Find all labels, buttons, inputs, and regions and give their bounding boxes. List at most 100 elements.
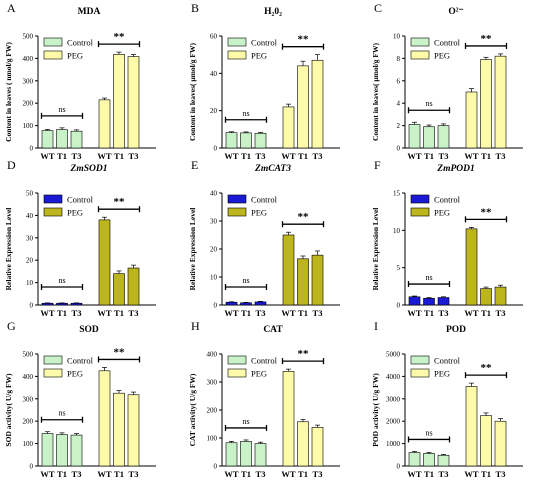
x-tick-label: T1 (481, 308, 491, 318)
bar (282, 371, 295, 467)
panel-letter: C (374, 1, 382, 15)
x-tick-label: T1 (114, 151, 124, 161)
bar (41, 433, 54, 467)
x-tick-label: T3 (72, 469, 82, 479)
x-tick-label: WT (224, 469, 239, 479)
legend-label: PEG (67, 369, 83, 379)
bar (70, 302, 83, 306)
x-tick-label: T1 (424, 469, 434, 479)
x-tick-label: T3 (439, 151, 449, 161)
y-tick-label: 20 (210, 246, 218, 254)
bar (494, 286, 507, 306)
x-tick-label: T3 (129, 469, 139, 479)
legend-label: Control (67, 356, 94, 366)
y-tick-label: 15 (393, 190, 401, 198)
x-tick-label: T1 (298, 151, 308, 161)
x-tick-label: T3 (496, 151, 506, 161)
y-axis-label: Relative Expression Level (188, 208, 197, 291)
legend-label: Control (251, 195, 278, 205)
legend-swatch (43, 368, 63, 378)
legend-label: Control (251, 38, 278, 48)
significance-label-ns: ns (242, 417, 249, 426)
x-tick-label: T3 (72, 308, 82, 318)
bar (225, 132, 238, 149)
legend-label: PEG (67, 208, 83, 218)
legend-swatch (43, 207, 63, 217)
bar (480, 59, 492, 149)
x-tick-label: T3 (129, 151, 139, 161)
y-tick-label: 10 (393, 227, 401, 235)
x-tick-label: WT (224, 151, 239, 161)
bar (113, 273, 125, 306)
legend-swatch (43, 37, 63, 47)
panel-c: C O²⁻ 0 2 4 6 8 10 Content in leaves( μmol/g FW)… (371, 1, 523, 161)
significance-label-ns: ns (425, 99, 432, 108)
y-axis-label: Content in leaves( μmol/g FW) (188, 43, 197, 141)
x-tick-label: T3 (256, 151, 266, 161)
panel-letter: E (191, 158, 198, 172)
x-tick-label: T1 (298, 308, 308, 318)
y-tick-label: 100 (207, 435, 218, 443)
bar (254, 132, 267, 149)
x-tick-label: T3 (129, 308, 139, 318)
panel-title: ZmCAT3 (254, 164, 291, 174)
bar (494, 420, 507, 467)
bar (56, 434, 68, 467)
significance-label-stars: ** (298, 348, 310, 360)
y-tick-label: 5000 (386, 351, 401, 359)
legend-label: Control (251, 356, 278, 366)
bar (437, 454, 450, 467)
y-tick-label: 300 (207, 379, 218, 387)
panel-title: ZmPOD1 (436, 164, 474, 174)
significance-label-stars: ** (481, 33, 493, 45)
legend-swatch (227, 37, 247, 47)
legend-swatch (410, 37, 430, 47)
x-tick-label: T1 (114, 469, 124, 479)
significance-label-ns: ns (58, 276, 65, 285)
bar (282, 106, 295, 149)
legend-swatch (410, 194, 430, 204)
y-axis-label: SOD activity( U/g FW) (4, 373, 13, 447)
legend-label: Control (434, 356, 461, 366)
panel-e: E ZmCAT3 0 10 20 30 40 Relative Expression Leve… (188, 158, 340, 318)
significance-label-stars: ** (481, 206, 493, 218)
y-tick-label: 0 (397, 145, 401, 153)
significance-label-stars: ** (114, 196, 126, 208)
x-tick-label: WT (464, 308, 479, 318)
x-tick-label: T1 (298, 469, 308, 479)
bar (56, 129, 68, 149)
bar (423, 297, 435, 306)
bar (127, 56, 140, 149)
x-tick-label: T1 (424, 308, 434, 318)
y-tick-label: 200 (23, 418, 34, 426)
bar (240, 302, 252, 306)
significance-label-ns: ns (58, 105, 65, 114)
bar (311, 59, 324, 149)
bar (465, 386, 478, 467)
legend-swatch (410, 207, 430, 217)
x-tick-label: T3 (496, 308, 506, 318)
x-tick-label: T1 (241, 151, 251, 161)
x-tick-label: T3 (313, 469, 323, 479)
significance-label-ns: ns (242, 109, 249, 118)
legend-swatch (43, 355, 63, 365)
legend-swatch (227, 368, 247, 378)
y-tick-label: 400 (23, 373, 34, 381)
y-tick-label: 0 (397, 302, 401, 310)
panel-title: POD (446, 325, 466, 335)
y-tick-label: 0 (397, 463, 401, 471)
bar (423, 126, 435, 149)
x-tick-label: WT (97, 151, 112, 161)
x-tick-label: WT (40, 308, 55, 318)
legend-swatch (410, 355, 430, 365)
y-axis-label: CAT activity( U/g FW) (188, 373, 197, 446)
y-tick-label: 100 (23, 440, 34, 448)
bar (98, 370, 111, 467)
legend-swatch (43, 50, 63, 60)
legend-label: PEG (434, 369, 450, 379)
panel-f: F ZmPOD1 0 5 10 15 Relative Expression Level WT… (371, 158, 523, 318)
x-tick-label: WT (464, 151, 479, 161)
y-tick-label: 0 (30, 463, 34, 471)
x-tick-label: T1 (481, 151, 491, 161)
x-tick-label: T1 (57, 469, 67, 479)
